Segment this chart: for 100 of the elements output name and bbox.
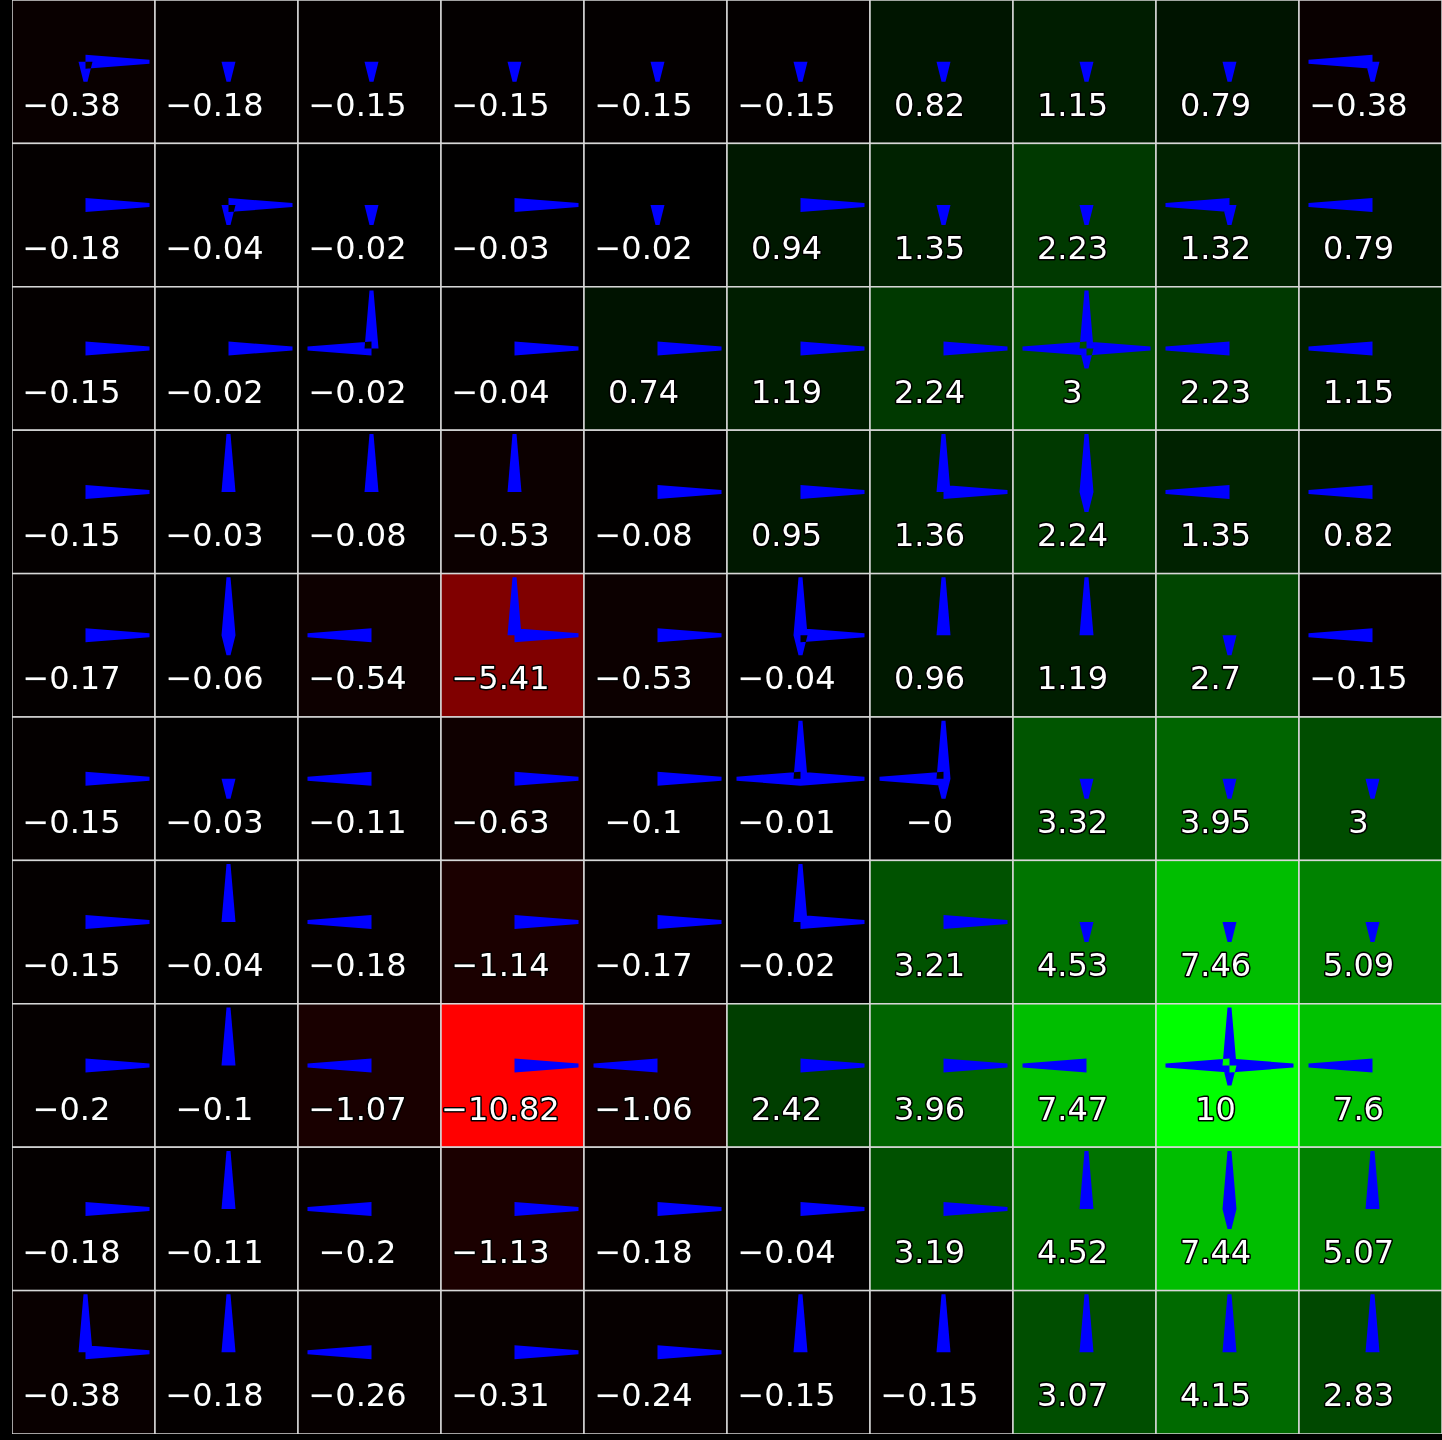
data-label: −0.04 [165,229,264,268]
data-label: 10 [1195,1089,1236,1128]
data-label: 1.19 [750,372,823,411]
data-label: 0.95 [750,515,823,554]
data-label: 2.24 [1036,515,1109,554]
data-label: −0.1 [604,802,683,841]
data-label: −0.03 [165,515,264,554]
data-label: 7.44 [1179,1232,1252,1271]
data-label: 1.36 [893,515,966,554]
data-label: 4.52 [1036,1232,1109,1271]
data-label: −0.18 [22,229,121,268]
data-label: 0.82 [893,85,966,124]
data-label: −0.18 [22,1232,121,1271]
data-label: −0.11 [308,802,407,841]
data-label: −0.02 [165,372,264,411]
data-label: 7.47 [1036,1089,1109,1128]
data-label: −0.02 [308,229,407,268]
data-label: 1.35 [893,229,966,268]
data-label: 3.19 [893,1232,966,1271]
data-label: 2.83 [1322,1376,1395,1415]
data-label: −0.02 [308,372,407,411]
data-label: −0.03 [165,802,264,841]
data-label: −0.18 [165,1376,264,1415]
data-label: −0.38 [1309,85,1408,124]
data-label: −0.15 [594,85,693,124]
data-label: −0.17 [22,659,121,698]
data-label: 1.32 [1179,229,1252,268]
data-label: −0.38 [22,1376,121,1415]
data-label: 5.09 [1322,946,1395,985]
data-label: −0.04 [737,659,836,698]
data-label: −0.08 [308,515,407,554]
data-label: 0.96 [893,659,966,698]
data-label: 0.79 [1322,229,1395,268]
data-label: 1.19 [1036,659,1109,698]
data-label: 3 [1348,802,1369,841]
data-label: 2.24 [893,372,966,411]
data-label: −0.04 [737,1232,836,1271]
data-label: 3.96 [893,1089,966,1128]
data-label: −0.15 [308,85,407,124]
data-label: 7.6 [1333,1089,1384,1128]
data-label: −0.31 [451,1376,550,1415]
data-label: −0.18 [308,946,407,985]
data-label: −0.1 [175,1089,254,1128]
data-label: −1.14 [451,946,550,985]
data-label: 3.07 [1036,1376,1109,1415]
data-label: 0.74 [607,372,680,411]
data-label: −0.15 [1309,659,1408,698]
data-label: −0.15 [737,1376,836,1415]
data-label: 3 [1062,372,1083,411]
data-label: −0.15 [22,515,121,554]
data-label: −0.53 [594,659,693,698]
data-label: −0.06 [165,659,264,698]
data-label: 3.32 [1036,802,1109,841]
data-label: −0.15 [737,85,836,124]
data-label: 5.07 [1322,1232,1395,1271]
data-label: −0.11 [165,1232,264,1271]
data-label: −0.54 [308,659,407,698]
data-label: −0.02 [737,946,836,985]
data-label: −10.82 [441,1089,560,1128]
data-label: 1.15 [1322,372,1395,411]
data-label: −0.01 [737,802,836,841]
data-label: 3.21 [893,946,966,985]
data-label: −0.15 [22,372,121,411]
data-label: −0.04 [165,946,264,985]
data-label: 0.82 [1322,515,1395,554]
data-label: −0.18 [165,85,264,124]
data-label: 7.46 [1179,946,1252,985]
data-label: −0.53 [451,515,550,554]
data-label: 0.94 [750,229,823,268]
data-label: −0.08 [594,515,693,554]
data-label: −0.24 [594,1376,693,1415]
data-label: 4.15 [1179,1376,1252,1415]
data-label: 2.23 [1179,372,1252,411]
data-label: −0.03 [451,229,550,268]
data-label: −0.17 [594,946,693,985]
data-label: −0.04 [451,372,550,411]
data-label: −0.02 [594,229,693,268]
data-label: 4.53 [1036,946,1109,985]
data-label: −0.15 [451,85,550,124]
data-label: 2.7 [1190,659,1241,698]
data-label: −0.15 [22,946,121,985]
data-label: −1.06 [594,1089,693,1128]
data-label: 2.42 [750,1089,823,1128]
data-label: 1.15 [1036,85,1109,124]
data-label: −0.15 [22,802,121,841]
data-label: −0.38 [22,85,121,124]
data-label: 2.23 [1036,229,1109,268]
data-label: 0.79 [1179,85,1252,124]
data-label: 3.95 [1179,802,1252,841]
data-label: −0.2 [32,1089,111,1128]
data-label: −1.07 [308,1089,407,1128]
data-label: −0.26 [308,1376,407,1415]
data-label: −0.2 [318,1232,397,1271]
data-label: −1.13 [451,1232,550,1271]
data-label: −0 [905,802,954,841]
data-label: 1.35 [1179,515,1252,554]
data-label: −0.18 [594,1232,693,1271]
data-label: −0.63 [451,802,550,841]
data-label: −5.41 [451,659,550,698]
data-label: −0.15 [880,1376,979,1415]
